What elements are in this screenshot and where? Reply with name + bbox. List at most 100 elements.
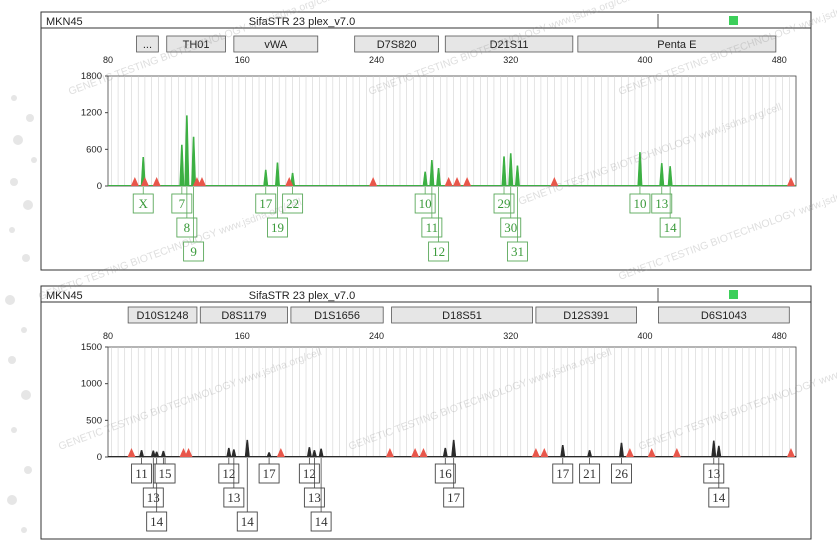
dot [23,200,33,210]
marker-label: D7S820 [377,39,417,51]
allele-box [258,463,280,484]
allele-box [154,463,176,484]
allele-label: 21 [583,466,596,481]
allele-box [506,241,528,262]
allele-box [493,193,515,214]
allele-box [282,193,304,214]
size-standard-marker [184,448,193,457]
allele-box [146,511,168,532]
peak [501,156,507,187]
marker-label: Penta E [657,39,696,51]
allele-label: 26 [615,466,629,481]
allele-box [132,193,154,214]
dot [31,157,37,163]
marker-label: D8S1179 [221,310,266,322]
size-standard-marker [550,177,559,186]
marker-label: D21S11 [490,39,529,51]
allele-box [552,463,574,484]
x-tick-label: 480 [772,55,787,65]
x-tick-label: 480 [772,331,787,341]
x-tick-label: 320 [503,331,518,341]
allele-label: 16 [439,466,453,481]
peak [263,169,269,187]
peak [422,171,428,187]
chart-panel-2: MKN45 SifaSTR 23 plex_v7.0 D10S1248 D8S1179… [40,285,812,540]
marker-box [354,35,439,53]
allele-label: 17 [263,466,277,481]
allele-label: 13 [655,196,668,211]
dot [11,427,17,433]
dot [21,390,31,400]
allele-box [428,241,450,262]
allele-label: 17 [556,466,570,481]
peak [226,447,232,458]
marker-label: D10S1248 [137,310,189,322]
allele-label: 17 [259,196,273,211]
allele-box [131,463,153,484]
allele-label: 14 [664,220,678,235]
size-standard-marker [285,177,294,186]
allele-box [414,193,436,214]
peak [587,450,593,458]
size-standard-marker [647,448,656,457]
y-tick-label: 1200 [81,108,102,119]
peak [231,449,237,458]
y-tick-label: 1800 [81,71,102,82]
y-tick-label: 0 [97,452,102,463]
y-tick-label: 500 [86,415,102,426]
peak [306,447,312,458]
marker-label: D6S1043 [701,310,747,322]
x-tick-label: 160 [235,55,250,65]
marker-box [136,35,159,53]
allele-label: 13 [147,490,160,505]
dot [13,135,23,145]
allele-label: 12 [432,244,445,259]
marker-label: D12S391 [563,310,609,322]
x-tick-label: 80 [103,331,113,341]
x-tick-label: 400 [637,331,652,341]
allele-label: 15 [159,466,172,481]
peak [160,450,166,458]
marker-box [199,306,288,324]
size-standard-marker [411,448,420,457]
allele-label: X [139,196,149,211]
size-standard-marker [672,448,681,457]
allele-box [310,511,332,532]
allele-box [421,217,443,238]
peak [318,448,324,458]
peak [667,166,673,187]
allele-box [629,193,651,214]
allele-label: 12 [303,466,316,481]
peak [659,163,665,187]
size-standard-marker [531,448,540,457]
size-standard-marker [444,177,453,186]
sample-name: MKN45 [46,290,83,302]
peak [138,450,145,458]
marker-label: D1S1656 [314,310,360,322]
allele-label: 17 [447,490,461,505]
allele-label: 14 [315,514,329,529]
dot [7,495,17,505]
peak [436,167,442,187]
peak [266,452,272,458]
peak [429,160,435,187]
marker-box [166,35,226,53]
peak [184,115,190,187]
x-tick-label: 160 [235,331,250,341]
marker-box [535,306,637,324]
y-tick-label: 600 [86,144,102,155]
marker-label: D18S51 [442,310,482,322]
size-standard-marker [369,177,378,186]
chart-title: SifaSTR 23 plex_v7.0 [249,16,355,28]
size-standard-marker [463,177,472,186]
allele-box [236,511,258,532]
marker-label: vWA [264,39,287,51]
dot [11,95,17,101]
size-standard-marker [625,448,634,457]
chart-panel-1: MKN45 SifaSTR 23 plex_v7.0... TH01 vWA D7S82… [40,11,812,271]
dot [22,254,30,262]
allele-label: 12 [222,466,235,481]
size-standard-marker [127,448,136,457]
allele-box [708,487,730,508]
